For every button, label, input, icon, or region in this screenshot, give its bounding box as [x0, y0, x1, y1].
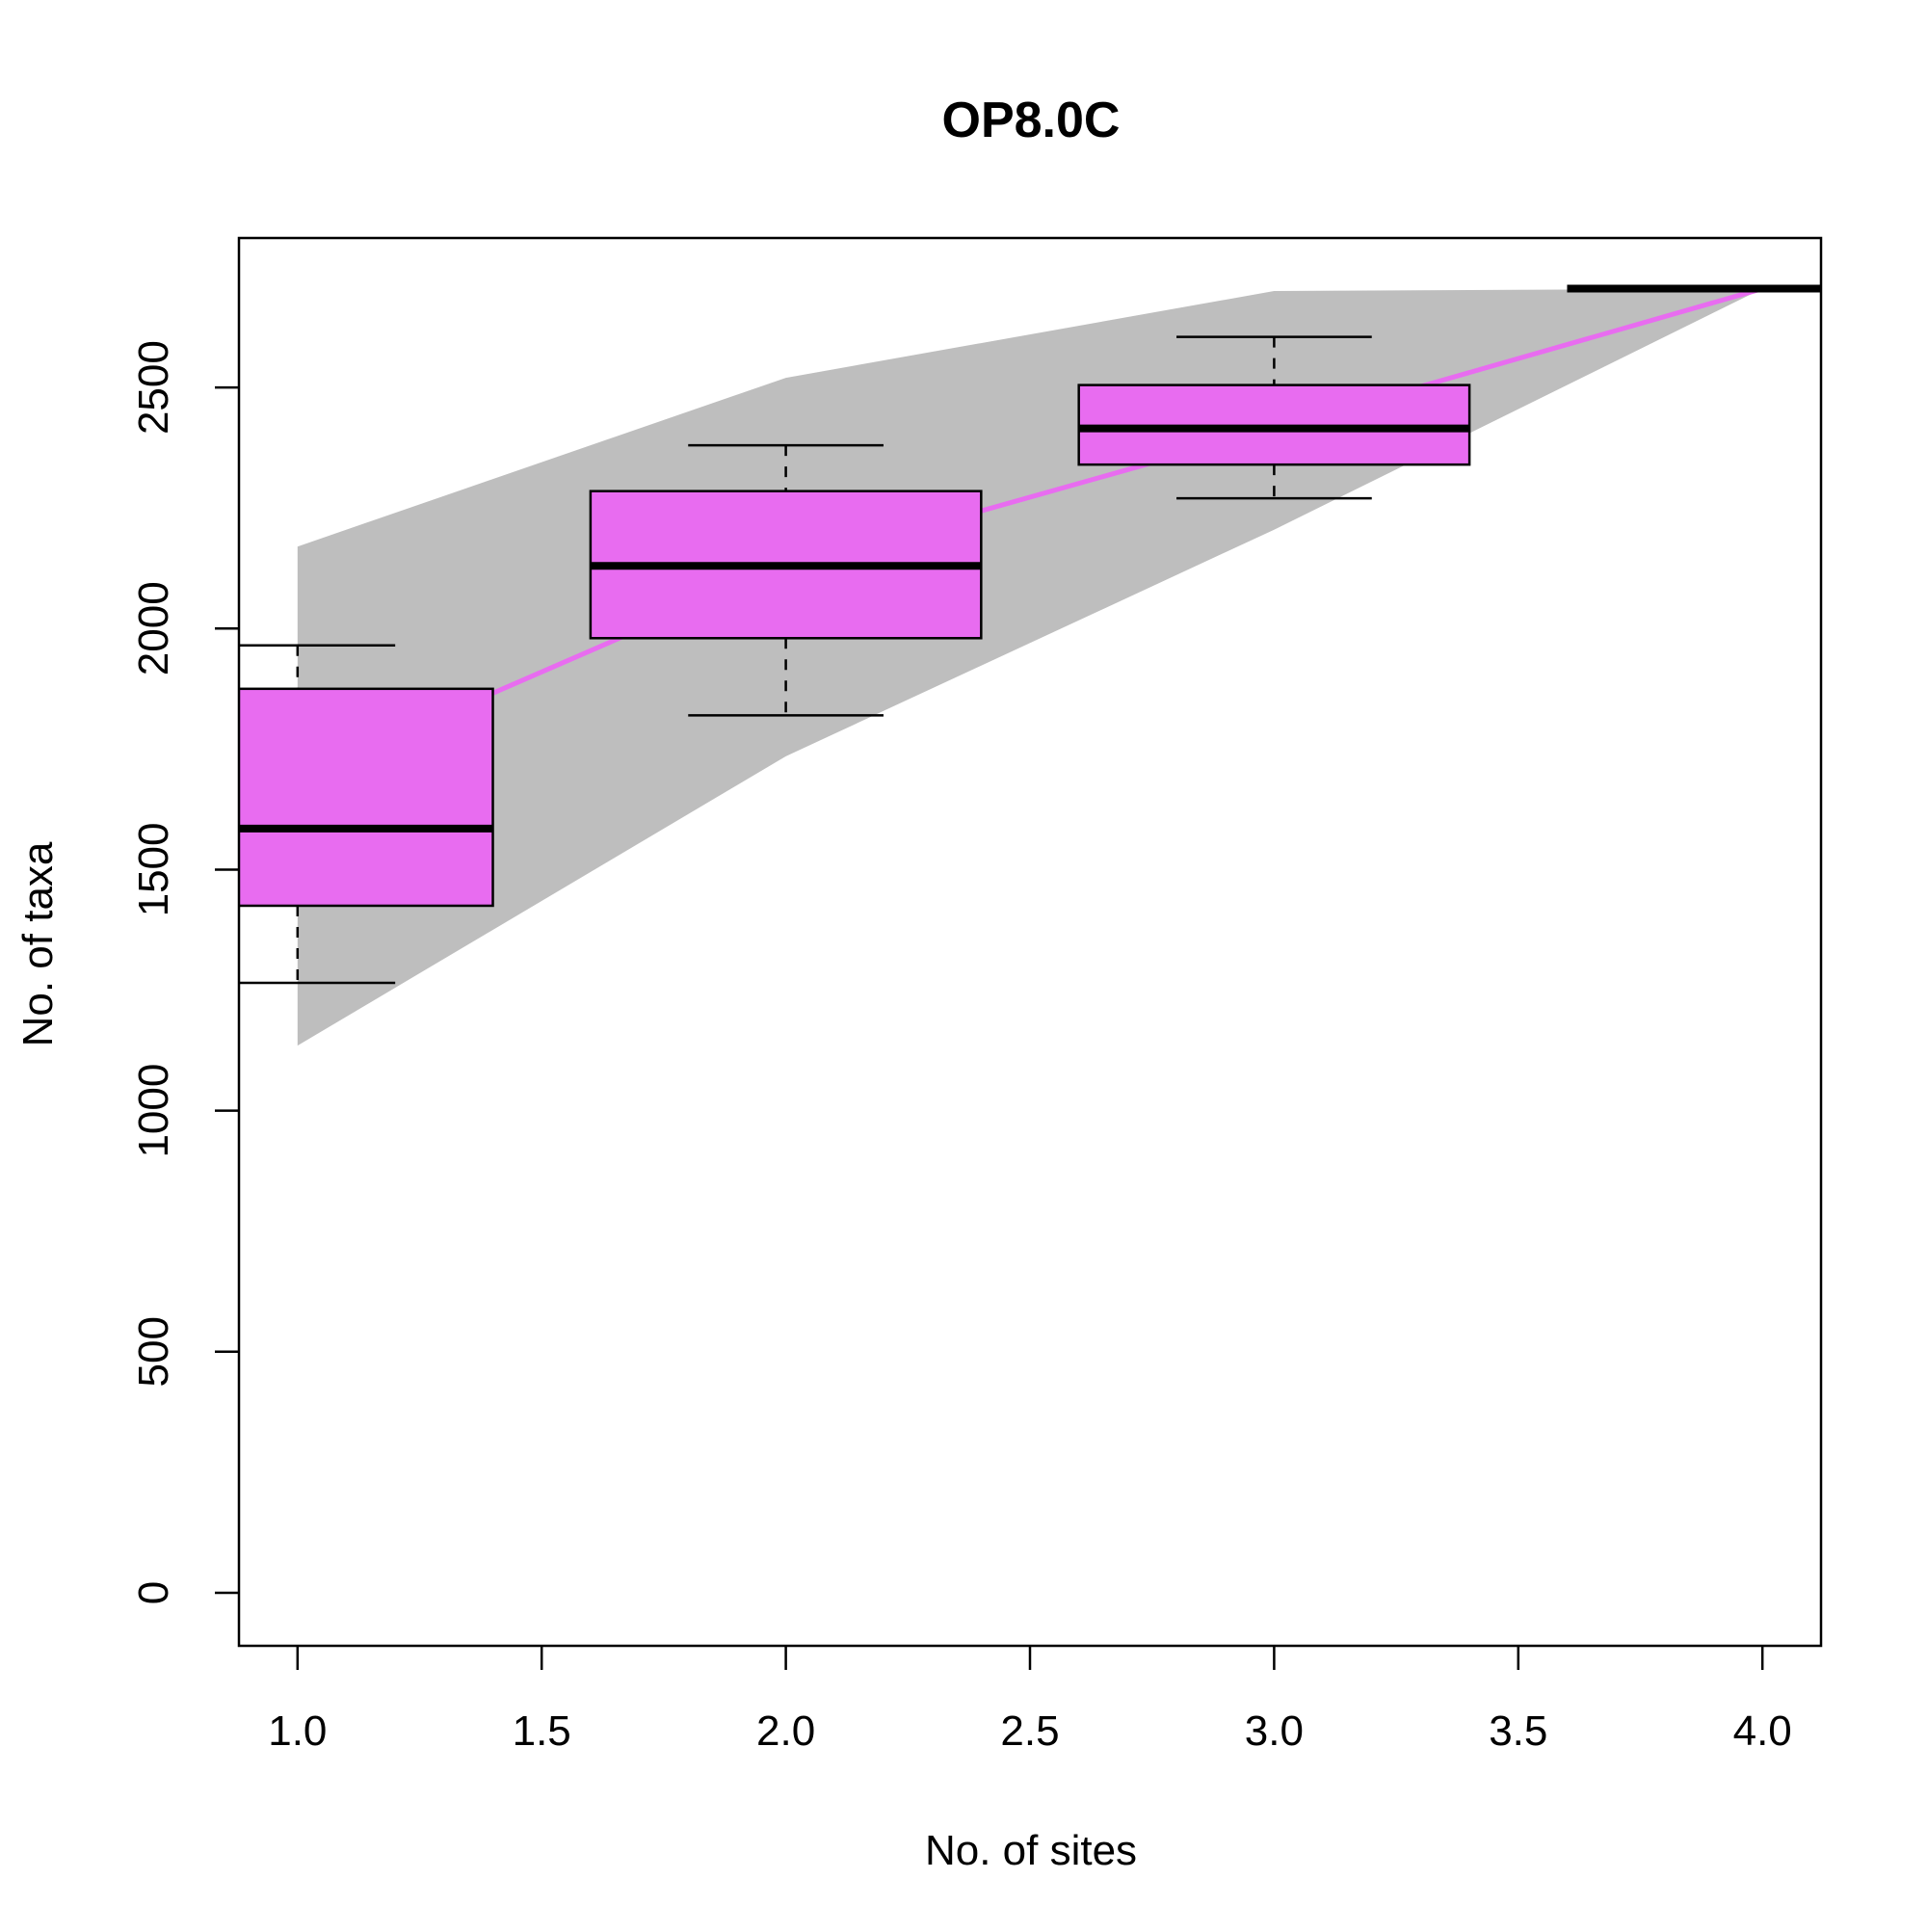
- boxplot-3: [1077, 335, 1471, 500]
- x-axis-label: No. of sites: [925, 1827, 1137, 1874]
- y-axis-label: No. of taxa: [14, 841, 62, 1046]
- y-tick-label: 2000: [130, 581, 177, 675]
- x-tick-label: 3.0: [1245, 1707, 1304, 1755]
- boxplot-1: [239, 644, 494, 985]
- x-tick-label: 1.5: [513, 1707, 571, 1755]
- y-tick-label: 1500: [130, 823, 177, 917]
- x-tick-label: 2.5: [1000, 1707, 1059, 1755]
- y-tick-label: 500: [130, 1316, 177, 1387]
- boxplot-2: [589, 443, 983, 717]
- x-tick-label: 2.0: [756, 1707, 815, 1755]
- box: [239, 687, 494, 908]
- plot-area: [239, 284, 1821, 1046]
- x-tick-label: 4.0: [1733, 1707, 1792, 1755]
- plot-layer: 1.0 1.5 2.0 2.5 3.0 3.5 4.0 0 500 1000 1500 2000 250…: [130, 236, 1823, 1755]
- confidence-band: [297, 288, 1763, 1046]
- y-tick-label: 1000: [130, 1064, 177, 1158]
- accumulation-curve: [296, 286, 1763, 781]
- y-tick-label: 0: [130, 1581, 177, 1604]
- y-tick-label: 2500: [130, 340, 177, 435]
- x-tick-label: 1.0: [268, 1707, 327, 1755]
- chart-title: OP8.0C: [942, 93, 1121, 148]
- x-tick-label: 3.5: [1489, 1707, 1547, 1755]
